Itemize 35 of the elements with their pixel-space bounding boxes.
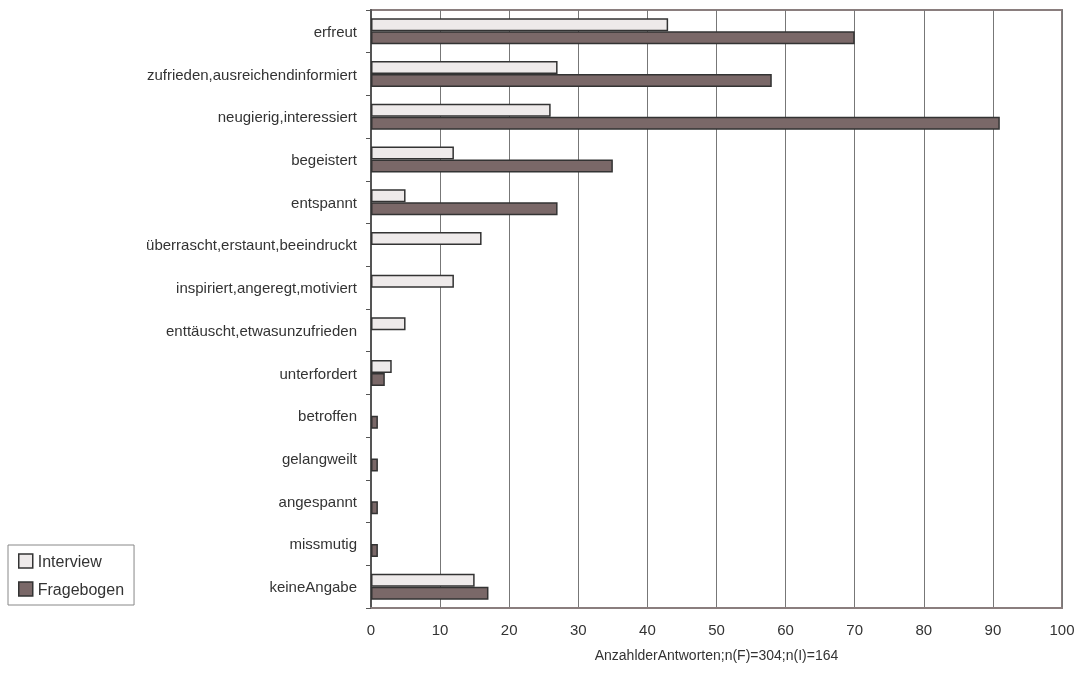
bar — [371, 501, 378, 515]
x-tick-label: 0 — [366, 621, 376, 638]
y-tick-label: gelangweilt — [281, 450, 358, 467]
x-tick-label: 90 — [984, 621, 1002, 638]
y-tick-label: zufrieden,ausreichendinformiert — [146, 65, 358, 83]
y-tick-label: missmutig — [289, 535, 357, 553]
x-tick-label: 100 — [1049, 621, 1075, 638]
y-tick-label: überrascht,erstaunt,beeindruckt — [146, 236, 358, 254]
x-tick-label: 50 — [708, 621, 725, 638]
bar — [371, 415, 378, 429]
x-tick-label: 30 — [569, 621, 587, 638]
x-tick-label: 60 — [777, 621, 794, 638]
y-tick-label: entspannt — [291, 193, 358, 211]
bar — [371, 543, 378, 557]
x-axis-title: AnzahlderAntworten;n(F)=304;n(I)=164 — [594, 647, 839, 663]
y-tick-label: enttäuscht,etwasunzufrieden — [166, 321, 357, 339]
y-tick-label: neugierig,interessiert — [217, 108, 358, 126]
y-tick-label: unterfordert — [279, 364, 358, 382]
y-tick-label: inspiriert,angeregt,motiviert — [176, 279, 358, 297]
y-tick-label: angespannt — [278, 492, 358, 510]
y-tick-label: betroffen — [298, 407, 357, 425]
x-tick-label: 10 — [431, 621, 449, 638]
bar — [371, 274, 454, 288]
x-tick-label: 20 — [500, 621, 518, 638]
bar — [371, 317, 406, 331]
legend-label: Fragebogen — [37, 580, 125, 598]
bar — [371, 458, 378, 472]
x-tick-label: 70 — [846, 621, 864, 638]
y-tick-label: keineAngabe — [269, 578, 357, 596]
x-tick-label: 80 — [915, 621, 933, 638]
y-tick-label: begeistert — [291, 151, 358, 168]
x-tick-label: 40 — [639, 621, 656, 638]
y-tick-label: erfreut — [313, 22, 358, 40]
bar — [371, 231, 482, 245]
legend-label: Interview — [37, 552, 103, 570]
